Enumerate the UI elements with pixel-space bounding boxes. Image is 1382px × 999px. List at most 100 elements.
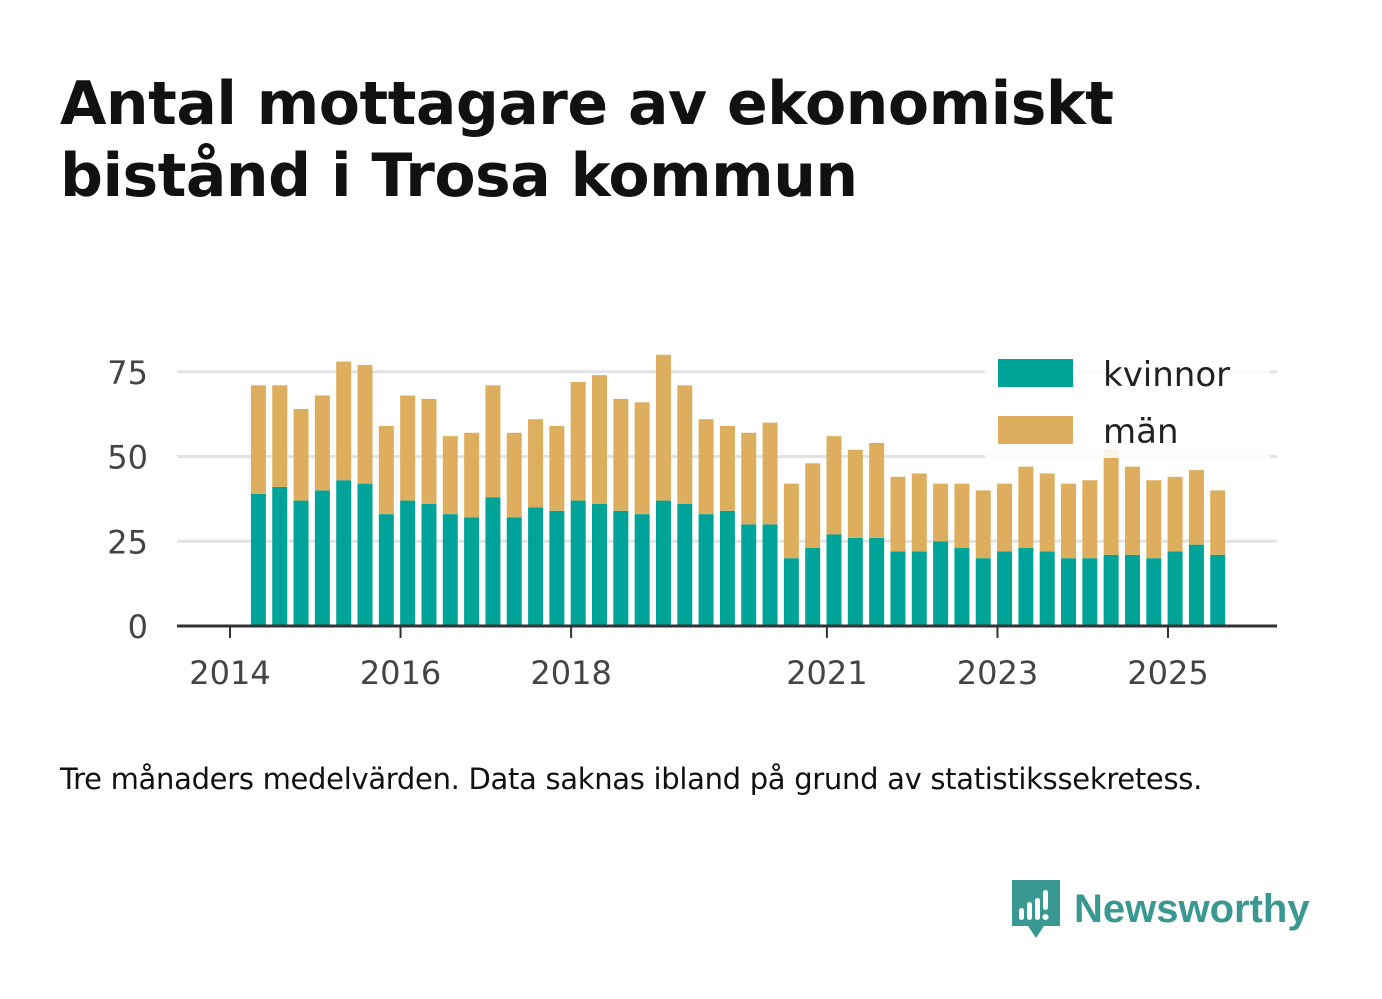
bar-man [741, 432, 757, 525]
bar-man [1103, 449, 1119, 555]
bar-man [1167, 476, 1183, 552]
bar-kvinnor [400, 500, 416, 626]
x-tick-label: 2023 [957, 654, 1038, 692]
bar-man [890, 476, 906, 552]
x-tick-label: 2025 [1127, 654, 1208, 692]
bar-man [314, 395, 330, 491]
bar-man [1039, 473, 1055, 552]
bar-kvinnor [997, 551, 1013, 626]
newsworthy-logo-icon [1012, 880, 1060, 938]
y-tick-label: 25 [107, 523, 148, 561]
bar-man [655, 354, 671, 501]
x-tick-label: 2021 [786, 654, 867, 692]
bar-kvinnor [890, 551, 906, 626]
bar-man [1210, 490, 1226, 555]
bar-man [570, 381, 586, 501]
bar-kvinnor [570, 500, 586, 626]
bar-man [293, 409, 309, 501]
bar-kvinnor [719, 510, 735, 626]
bar-man [847, 449, 863, 538]
bar-man [528, 419, 544, 508]
bar-man [677, 385, 693, 504]
bar-man [1018, 466, 1034, 549]
bars [250, 354, 1226, 626]
y-tick-label: 75 [107, 354, 148, 392]
bar-kvinnor [1018, 548, 1034, 626]
bar-kvinnor [1061, 558, 1077, 626]
bar-kvinnor [1124, 554, 1140, 626]
bar-kvinnor [1103, 554, 1119, 626]
bar-man [911, 473, 927, 552]
bar-kvinnor [250, 493, 266, 626]
bar-kvinnor [528, 507, 544, 626]
bar-kvinnor [1039, 551, 1055, 626]
bar-man [400, 395, 416, 501]
bar-man [826, 436, 842, 535]
bar-kvinnor [655, 500, 671, 626]
bar-kvinnor [954, 548, 970, 626]
bar-kvinnor [1167, 551, 1183, 626]
bar-kvinnor [805, 548, 821, 626]
bar-man [997, 483, 1013, 552]
bar-kvinnor [741, 524, 757, 626]
bar-kvinnor [378, 514, 394, 626]
bar-kvinnor [442, 514, 458, 626]
chart-title: Antal mottagare av ekonomiskt bistånd i … [60, 69, 1114, 211]
legend-swatch [998, 359, 1073, 387]
bar-kvinnor [762, 524, 778, 626]
bar-kvinnor [783, 558, 799, 626]
bar-man [783, 483, 799, 559]
bar-man [1061, 483, 1077, 559]
bar-man [1146, 480, 1162, 559]
legend-label: män [1103, 412, 1179, 452]
bar-man [272, 385, 288, 488]
bar-man [698, 419, 714, 515]
bar-man [549, 425, 565, 511]
bar-kvinnor [336, 480, 352, 626]
bar-kvinnor [847, 537, 863, 626]
brand-name: Newsworthy [1074, 886, 1310, 931]
bar-man [336, 361, 352, 481]
bar-kvinnor [314, 490, 330, 626]
bar-man [954, 483, 970, 549]
bar-man [933, 483, 949, 542]
bar-kvinnor [592, 503, 608, 626]
newsworthy-logo[interactable]: Newsworthy [1010, 874, 1310, 944]
bar-kvinnor [613, 510, 629, 626]
bar-kvinnor [677, 503, 693, 626]
bar-kvinnor [272, 487, 288, 626]
bar-man [613, 398, 629, 511]
bar-man [442, 436, 458, 515]
bar-kvinnor [485, 497, 501, 626]
bar-kvinnor [933, 541, 949, 626]
bar-kvinnor [975, 558, 991, 626]
bar-kvinnor [421, 503, 437, 626]
y-tick-label: 0 [128, 608, 148, 646]
bar-kvinnor [869, 537, 885, 626]
bar-man [1082, 480, 1098, 559]
bar-kvinnor [506, 517, 522, 626]
bar-man [1124, 466, 1140, 555]
bar-man [975, 490, 991, 559]
bar-kvinnor [357, 483, 373, 626]
bar-kvinnor [911, 551, 927, 626]
axes: 0 25 50 75 2014 2016 2018 2021 2023 2025 [107, 354, 1277, 692]
bar-kvinnor [634, 514, 650, 626]
bar-man [378, 425, 394, 515]
bar-man [464, 432, 480, 518]
bar-kvinnor [1146, 558, 1162, 626]
legend-label: kvinnor [1103, 355, 1230, 395]
bar-kvinnor [464, 517, 480, 626]
y-tick-label: 50 [107, 439, 148, 477]
bar-kvinnor [1082, 558, 1098, 626]
bar-man [250, 385, 266, 494]
bar-man [506, 432, 522, 518]
bar-man [634, 402, 650, 515]
bar-kvinnor [698, 514, 714, 626]
bar-kvinnor [293, 500, 309, 626]
bar-man [719, 425, 735, 511]
bar-man [485, 385, 501, 498]
legend-swatch [998, 416, 1073, 444]
bar-man [1188, 470, 1204, 545]
